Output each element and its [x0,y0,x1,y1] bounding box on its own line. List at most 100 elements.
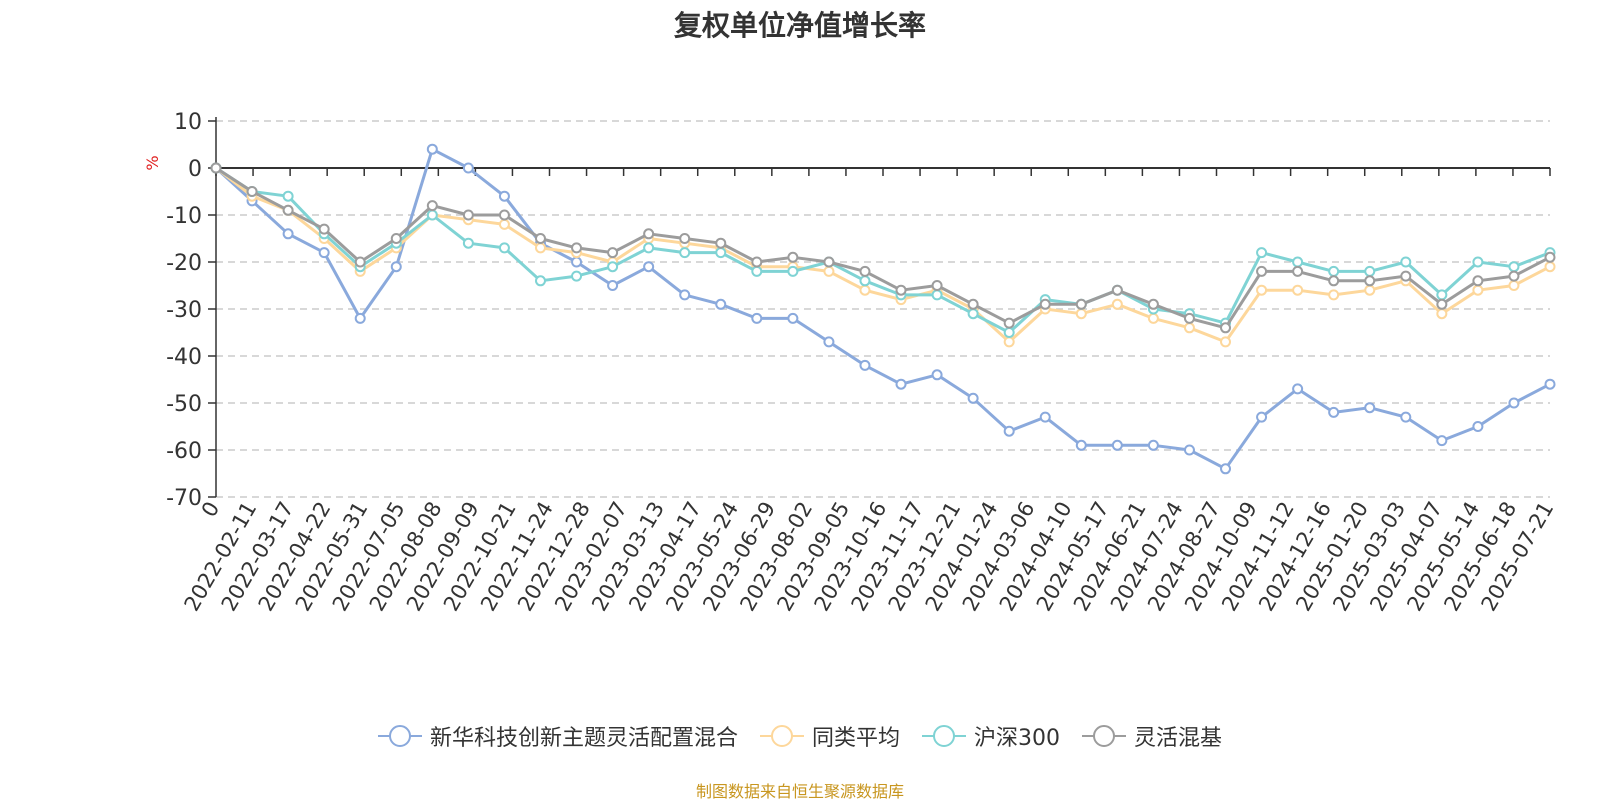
series-line-0 [214,147,1552,471]
data-point [787,312,799,324]
y-tick-label: -40 [166,345,202,370]
data-point [462,237,474,249]
source-note: 制图数据来自恒生聚源数据库 [695,782,904,801]
data-point [1292,383,1304,395]
data-point [1364,275,1376,287]
data-point [462,162,474,174]
legend-item[interactable]: 灵活混基 [1082,720,1222,752]
data-point [282,228,294,240]
data-point [1075,298,1087,310]
data-point [967,392,979,404]
data-point [715,247,727,259]
y-tick-label: -30 [166,298,202,323]
data-point [931,289,943,301]
y-tick-label: 0 [188,157,202,182]
data-point [895,284,907,296]
data-point [1472,256,1484,268]
data-point [823,256,835,268]
data-point [1328,289,1340,301]
data-point [390,233,402,244]
data-point [1544,378,1556,390]
data-point [679,233,691,244]
data-point [1039,298,1051,310]
series-layer [210,143,1556,475]
data-point [1111,284,1123,296]
y-tick-label: -60 [166,439,202,464]
series-line-3 [214,166,1552,330]
data-point [498,242,510,254]
data-point [1508,270,1520,282]
data-point [967,308,979,320]
y-tick-label: -70 [166,486,202,511]
legend-item[interactable]: 新华科技创新主题灵活配置混合 [377,720,738,752]
line-chart: 100-10-20-30-40-50-60-70%02022-02-112022… [143,110,1558,615]
data-point [1256,265,1268,277]
grid-layer [216,120,1550,498]
data-point [1147,312,1159,324]
legend-label: 新华科技创新主题灵活配置混合 [429,726,738,751]
data-point [1183,322,1195,334]
data-point [1364,265,1376,277]
axis-layer [208,117,1551,498]
data-point [1220,463,1232,475]
data-point [751,312,763,324]
data-point [1472,284,1484,296]
data-point [1400,411,1412,423]
data-point [895,378,907,390]
data-point [1508,261,1520,273]
data-point [1544,251,1556,263]
data-point [931,280,943,291]
data-point [1003,336,1015,348]
data-point [1075,439,1087,451]
data-point [751,256,763,268]
data-point [246,186,258,197]
data-point [715,298,727,310]
y-axis-label: % [143,155,162,170]
legend-marker-icon [922,724,966,748]
legend-marker-icon [1082,724,1126,748]
series-line-2 [214,166,1552,334]
data-point [1111,439,1123,451]
data-point [1256,247,1268,259]
series-line-1 [214,166,1552,344]
data-point [282,204,294,216]
data-point [1436,289,1448,301]
data-point [607,280,619,291]
data-point [859,265,871,277]
data-point [571,270,583,282]
data-point [643,261,655,273]
data-point [1436,298,1448,310]
data-point [498,209,510,221]
data-point [1328,406,1340,418]
data-point [1003,317,1015,329]
data-point [282,190,294,202]
data-point [931,369,943,381]
data-point [1436,435,1448,447]
data-point [534,233,546,244]
data-point [1292,265,1304,277]
data-point [1292,256,1304,268]
data-point [643,228,655,240]
data-point [1003,425,1015,437]
data-point [823,336,835,348]
data-point [390,261,402,273]
data-point [1183,444,1195,456]
data-point [1328,265,1340,277]
data-point [534,275,546,287]
data-point [1544,261,1556,273]
data-point [607,247,619,259]
data-point [462,209,474,221]
data-point [1147,439,1159,451]
data-point [498,190,510,202]
data-point [1508,397,1520,409]
label-layer: 100-10-20-30-40-50-60-70%02022-02-112022… [143,110,1558,615]
data-point [751,265,763,277]
data-point [1472,421,1484,432]
y-tick-label: -50 [166,392,202,417]
data-point [823,265,835,277]
legend-item[interactable]: 沪深300 [922,720,1060,752]
data-point [354,312,366,324]
legend-marker-icon [377,724,422,748]
data-point [571,242,583,254]
legend-item[interactable]: 同类平均 [759,720,900,752]
